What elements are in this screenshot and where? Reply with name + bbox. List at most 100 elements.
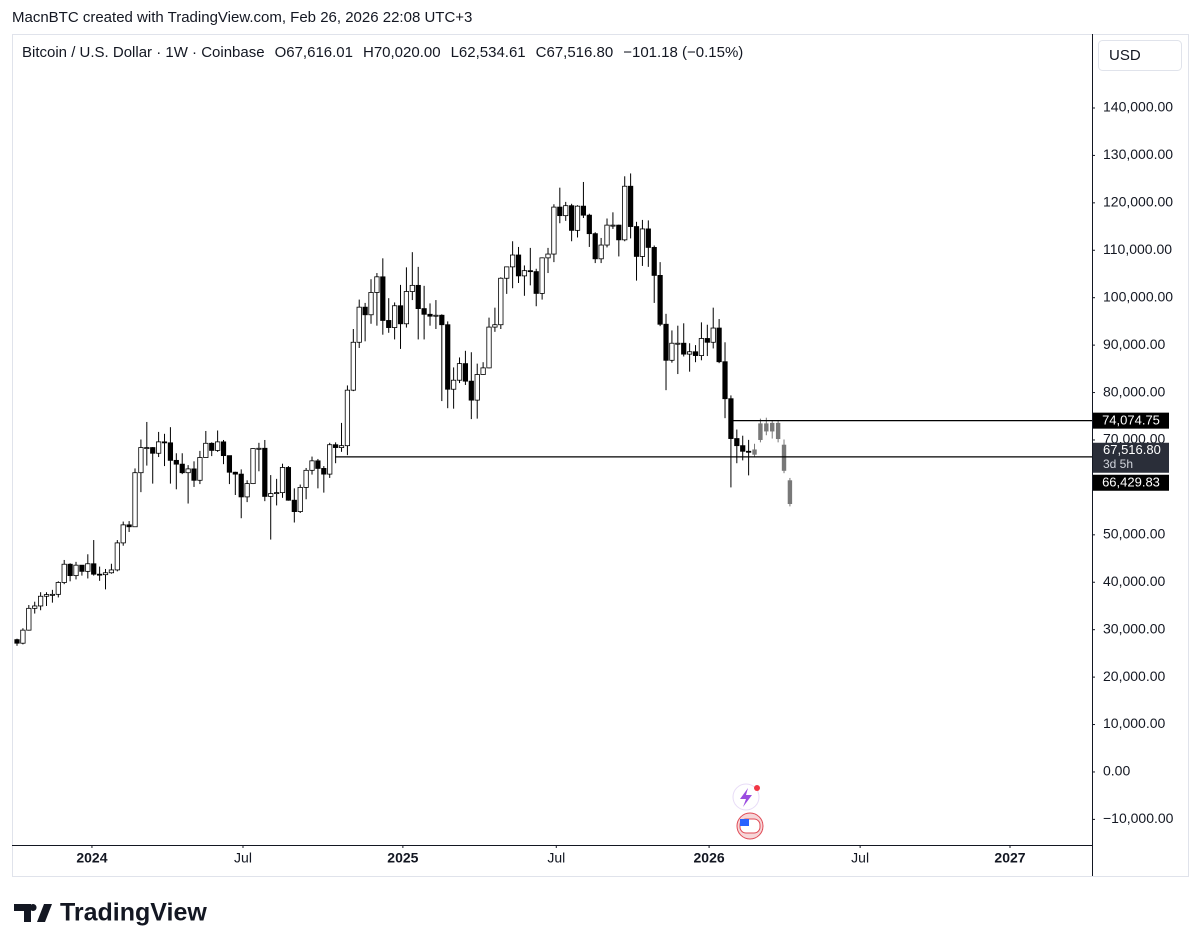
symbol: Bitcoin / U.S. Dollar · 1W · Coinbase [22, 44, 265, 61]
ai-bolt [740, 788, 752, 807]
candle-body [120, 524, 126, 544]
candle-body [675, 342, 681, 345]
candle-body [551, 206, 557, 255]
candle-body [380, 276, 386, 321]
projection-body [758, 423, 763, 440]
news-icons[interactable] [732, 783, 764, 840]
candle-body [592, 233, 598, 260]
candle-body [43, 594, 50, 597]
price-label: 66,429.83 [1102, 475, 1160, 490]
candle-body [740, 445, 746, 452]
projection-body [752, 449, 757, 455]
candle-body [250, 448, 256, 485]
projection-body [787, 480, 793, 505]
y-tick-label: 20,000.00 [1103, 668, 1165, 684]
candle-body [687, 351, 693, 355]
y-tick-label: 140,000.00 [1103, 99, 1173, 115]
candle-body [126, 524, 132, 528]
candle-body [580, 205, 587, 216]
candle-body [108, 569, 115, 574]
candle-body [256, 447, 262, 450]
candle-body [746, 450, 752, 453]
candle-body [734, 438, 740, 447]
candle-body [315, 460, 321, 469]
candle-body [409, 284, 415, 292]
ohlc-change: −101.18 (−0.15%) [623, 44, 744, 61]
currency[interactable]: USD [1109, 47, 1141, 64]
candle-body [569, 205, 575, 231]
countdown: 3d 5h [1103, 457, 1133, 471]
candle-body [368, 292, 374, 316]
candle-body [197, 457, 203, 481]
candle-body [433, 314, 439, 317]
y-tick-label: 70,000.00 [1103, 431, 1165, 447]
candle-body [303, 469, 309, 488]
candle-body [492, 324, 498, 328]
price-label: 74,074.75 [1102, 413, 1160, 428]
tradingview-logo[interactable]: TradingView [14, 899, 207, 927]
candle-body [268, 493, 274, 497]
candle-body [374, 276, 380, 293]
candle-body [681, 342, 687, 355]
candle-body [167, 442, 174, 461]
price-label-box [1093, 412, 1169, 429]
x-tick-label: 2025 [387, 850, 418, 866]
candle-body [462, 363, 469, 382]
symbol-legend: Bitcoin / U.S. Dollar · 1W · Coinbase O67… [22, 44, 753, 61]
candle-body [639, 228, 646, 257]
candle-body [698, 338, 705, 356]
candle-body [156, 441, 162, 454]
candle-body [232, 471, 238, 475]
candle-body [563, 205, 569, 217]
projection-body [775, 422, 781, 440]
ohlc-low: L62,534.61 [450, 44, 526, 61]
candle-body [704, 338, 710, 343]
candle-body [480, 367, 486, 375]
candle-body [510, 254, 516, 268]
candle-body [138, 447, 144, 474]
candle-body [521, 270, 528, 277]
candle-body [327, 444, 333, 475]
y-tick-label: 120,000.00 [1103, 194, 1173, 210]
candle-body [262, 447, 268, 497]
candle-body [179, 463, 185, 474]
candle-body [456, 363, 463, 381]
candle-body [728, 398, 734, 439]
candle-body [574, 205, 581, 231]
candle-body [557, 206, 563, 217]
candle-body [226, 455, 233, 473]
projection-body [770, 422, 775, 432]
candle-body [716, 327, 722, 363]
candle-body [427, 313, 433, 317]
y-tick-label: 0.00 [1103, 763, 1130, 779]
candle-body [722, 361, 728, 400]
ohlc-close: C67,516.80 [535, 44, 614, 61]
candle-body [545, 253, 551, 259]
candle-body [285, 467, 292, 501]
y-tick-label: −10,000.00 [1103, 810, 1174, 826]
y-tick-label: 40,000.00 [1103, 573, 1165, 589]
candle-body [645, 228, 651, 248]
candle-body [191, 468, 197, 481]
candle-body [657, 275, 663, 325]
y-tick-label: 50,000.00 [1103, 526, 1165, 542]
candle-body [350, 341, 356, 391]
candle-body [628, 185, 634, 227]
candle-body [220, 441, 227, 457]
flag-canton [740, 819, 749, 826]
candle-body [633, 226, 640, 257]
candle-body [710, 327, 716, 343]
currency-box[interactable] [1098, 40, 1182, 71]
candle-body [150, 447, 156, 454]
candle-body [49, 593, 56, 596]
candle-body [38, 595, 44, 607]
candle-body [67, 563, 73, 577]
candle-body [451, 379, 457, 390]
x-tick-label: Jul [234, 850, 252, 866]
candle-body [533, 271, 539, 294]
ohlc-high: H70,020.00 [362, 44, 441, 61]
candle-body [392, 305, 398, 328]
candle-body [504, 266, 510, 279]
candle-body [663, 323, 669, 361]
y-tick-label: 100,000.00 [1103, 288, 1173, 304]
